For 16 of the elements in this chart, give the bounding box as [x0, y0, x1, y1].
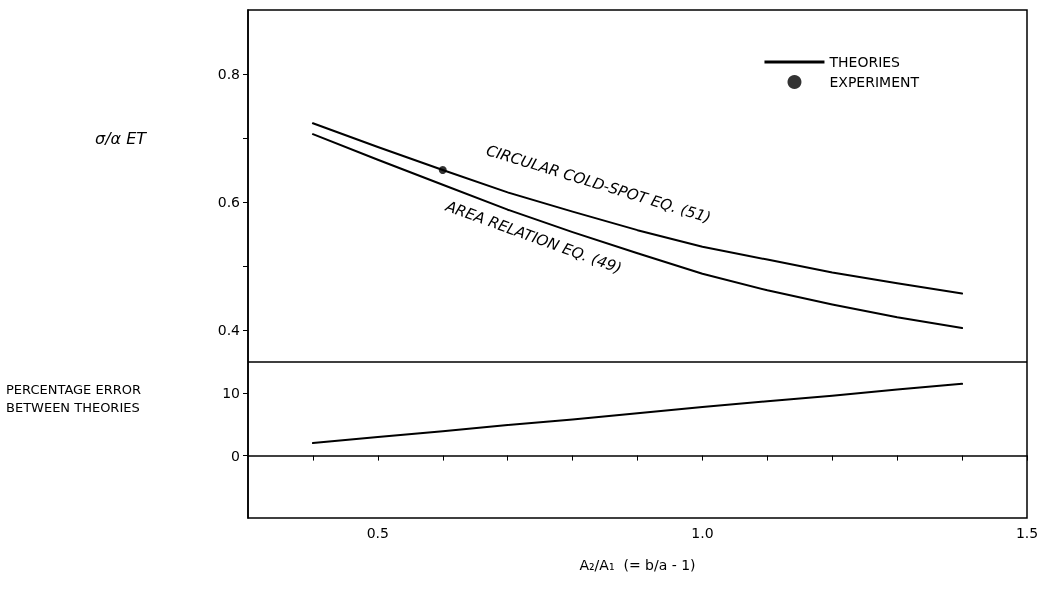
legend-label: THEORIES — [828, 54, 901, 70]
y-axis-title: PERCENTAGE ERROR BETWEEN THEORIES — [6, 381, 146, 415]
x-tick-label: 0.5 — [366, 525, 389, 541]
legend-label: EXPERIMENT — [829, 74, 920, 90]
y-axis-title: σ/α ET — [95, 128, 148, 148]
y-tick-label: 0.4 — [217, 322, 241, 338]
x-tick-label: 1.5 — [1015, 525, 1039, 541]
y-tick-label: 0.6 — [217, 194, 241, 210]
x-axis-title: A₂/A₁ (= b/a - 1) — [579, 557, 696, 573]
x-tick-label: 1.0 — [691, 525, 714, 541]
line-series — [311, 382, 964, 445]
line-series — [311, 122, 964, 295]
y-tick-label: 0.8 — [217, 66, 240, 82]
line-series — [311, 133, 964, 330]
y-tick-label: 10 — [222, 385, 240, 402]
y-tick-label: 0 — [231, 447, 240, 464]
